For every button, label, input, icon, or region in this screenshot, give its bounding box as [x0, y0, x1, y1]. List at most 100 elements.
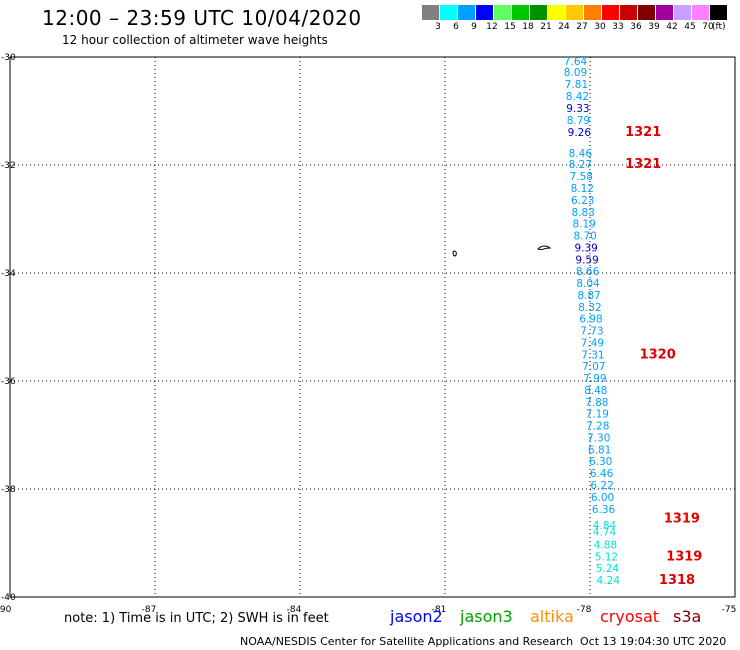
legend-swatch — [566, 5, 583, 20]
legend-label: 15 — [504, 22, 516, 32]
pass-time-label: 1320 — [640, 347, 676, 362]
color-legend: 3 6 9 12 15 18 21 24 27 30 33 36 39 42 45 70 — [422, 5, 728, 35]
island-juan-fernandez-west — [452, 250, 457, 257]
swh-value: 6.81 — [588, 444, 611, 456]
swh-value: 8.12 — [571, 183, 594, 195]
swh-value: 8.04 — [576, 278, 600, 290]
swh-value: 6.22 — [590, 480, 613, 492]
swh-value: 9.33 — [566, 103, 589, 115]
legend-label: 33 — [612, 22, 624, 32]
swh-value: 8.79 — [567, 115, 590, 127]
swh-value: 8.83 — [572, 207, 595, 219]
swh-value: 9.39 — [574, 242, 597, 254]
swh-value: 6.23 — [571, 195, 594, 207]
swh-value: 8.70 — [573, 231, 596, 243]
swh-value: 8.66 — [576, 266, 600, 278]
swh-value: 7.58 — [570, 171, 593, 183]
lon-tick-label: -78 — [577, 605, 592, 615]
swh-value: 7.81 — [565, 79, 588, 91]
lon-tick-label: -81 — [432, 605, 447, 615]
swh-value: 7.99 — [583, 373, 606, 385]
legend-swatch — [674, 5, 691, 20]
swh-value: 8.42 — [566, 91, 589, 103]
altimeter-track: 7.648.097.818.429.338.799.26 8.468.277.58… — [564, 56, 621, 587]
legend-swatch — [620, 5, 637, 20]
page-subtitle: 12 hour collection of altimeter wave hei… — [62, 33, 328, 47]
legend-swatch — [710, 5, 727, 20]
swh-value: 8.46 — [569, 148, 593, 160]
legend-swatch — [458, 5, 475, 20]
swh-value: 7.88 — [585, 397, 608, 409]
mission-cryosat: cryosat — [600, 607, 660, 626]
lon-tick-label: -75 — [722, 605, 737, 615]
legend-label: 3 — [435, 22, 441, 32]
page-title: 12:00 – 23:59 UTC 10/04/2020 — [42, 6, 362, 30]
swh-value: 4.74 — [593, 526, 617, 538]
swh-value: 7.28 — [586, 421, 609, 433]
swh-value: 9.26 — [568, 127, 592, 139]
legend-label: 70 — [702, 22, 714, 32]
mission-jason2: jason2 — [390, 607, 443, 626]
swh-value: 7.64 — [564, 56, 588, 68]
swh-value: 8.32 — [578, 302, 601, 314]
lat-tick-label: -30 — [1, 53, 16, 63]
legend-label: 12 — [486, 22, 498, 32]
swh-value: 7.73 — [580, 326, 603, 338]
legend-label: 36 — [630, 22, 642, 32]
legend-swatch — [692, 5, 709, 20]
pass-time-label: 1321 — [625, 125, 661, 140]
legend-label: 18 — [522, 22, 534, 32]
lat-tick-label: -36 — [1, 377, 16, 387]
legend-label: 6 — [453, 22, 459, 32]
legend-swatch — [422, 5, 439, 20]
pass-time-label: 1319 — [666, 549, 702, 564]
swh-value: 8.48 — [584, 385, 607, 397]
legend-label: 42 — [666, 22, 678, 32]
legend-swatch — [638, 5, 655, 20]
mission-altika: altika — [530, 607, 574, 626]
swh-value: 8.27 — [569, 159, 592, 171]
island-juan-fernandez-east — [537, 245, 552, 250]
swh-value: 8.09 — [564, 67, 587, 79]
footer-note: note: 1) Time is in UTC; 2) SWH is in fe… — [64, 611, 329, 626]
time-labels: 1321 1321 1320 1319 1319 1318 — [625, 125, 702, 588]
lat-tick-label: -34 — [1, 269, 16, 279]
swh-value: 4.84 — [593, 520, 617, 532]
legend-swatch — [530, 5, 547, 20]
swh-value: 8.87 — [577, 290, 600, 302]
swh-value: 6.46 — [590, 468, 614, 480]
credit-text: NOAA/NESDIS Center for Satellite Applica… — [240, 635, 574, 648]
lat-tick-label: -32 — [1, 161, 16, 171]
lon-tick-label: -87 — [142, 605, 157, 615]
legend-swatch — [476, 5, 493, 20]
swh-value: 7.19 — [586, 409, 609, 421]
legend-label: 24 — [558, 22, 570, 32]
swh-value: 9.59 — [575, 254, 598, 266]
swh-value: 4.88 — [594, 539, 617, 551]
swh-value: 7.49 — [581, 337, 604, 349]
swh-value: 8.19 — [573, 219, 596, 231]
swh-value: 5.12 — [595, 551, 618, 563]
lon-tick-label: -84 — [287, 605, 302, 615]
pass-time-label: 1318 — [659, 573, 695, 588]
lat-tick-label: -38 — [1, 485, 16, 495]
swh-value: 6.98 — [579, 314, 602, 326]
lon-tick-label: -90 — [0, 605, 12, 615]
map-frame — [9, 56, 736, 598]
legend-label: 45 — [684, 22, 696, 32]
swh-value: 5.24 — [596, 563, 620, 575]
swh-value: 7.31 — [581, 349, 604, 361]
mission-s3a: s3a — [673, 607, 702, 626]
legend-unit: (ft) — [712, 22, 726, 32]
generation-timestamp: Oct 13 19:04:30 UTC 2020 — [580, 635, 727, 648]
swh-value: 6.00 — [591, 492, 614, 504]
legend-swatch — [584, 5, 601, 20]
legend-label: 30 — [594, 22, 606, 32]
legend-label: 21 — [540, 22, 552, 32]
swh-value: 7.07 — [582, 361, 605, 373]
lat-tick-label: -40 — [1, 593, 16, 603]
legend-swatch — [512, 5, 529, 20]
legend-swatch — [548, 5, 565, 20]
legend-swatch — [656, 5, 673, 20]
